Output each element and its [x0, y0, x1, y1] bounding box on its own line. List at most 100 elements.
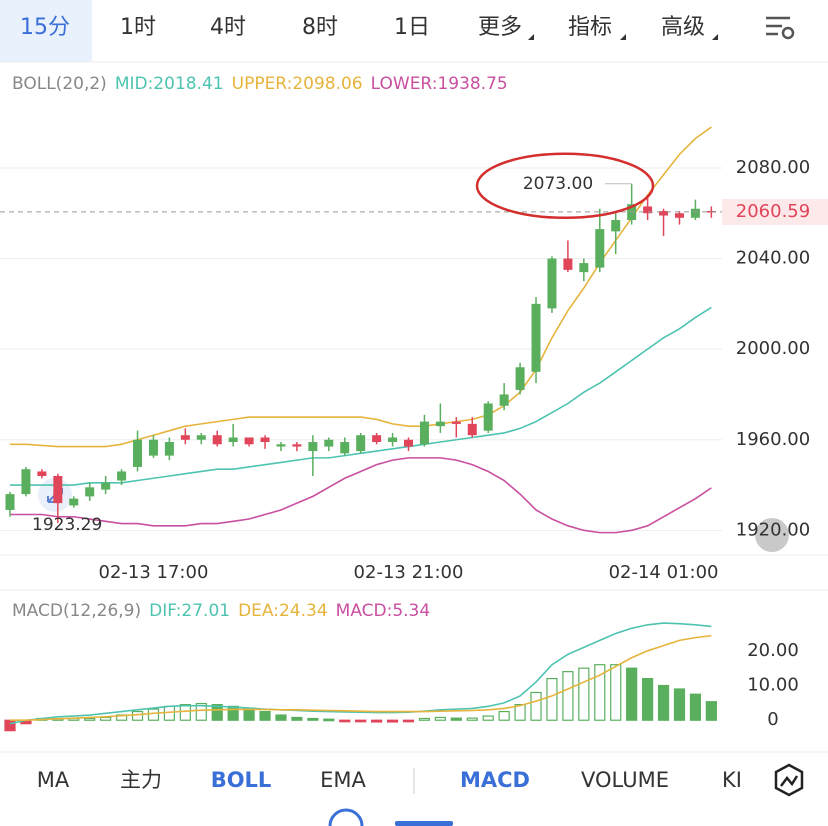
- candle-body: [324, 439, 334, 447]
- boll-lower: [10, 457, 712, 534]
- macd-bar: [578, 667, 590, 721]
- indicator-tab[interactable]: VOLUME: [581, 768, 669, 792]
- tab[interactable]: 4时: [210, 15, 246, 40]
- macd-bar: [131, 710, 144, 721]
- candle-body: [611, 220, 621, 232]
- macd-bar: [323, 718, 335, 722]
- macd-bar: [450, 717, 462, 721]
- candle-body: [196, 435, 206, 440]
- tab[interactable]: 1时: [120, 15, 156, 40]
- indicator-value: DIF:27.01: [149, 601, 230, 621]
- indicator-tab[interactable]: MACD: [460, 768, 530, 792]
- candle-body: [435, 421, 445, 427]
- y-tick-label: 20.00: [747, 640, 799, 661]
- candle-body: [563, 258, 573, 270]
- indicator-value: MACD(12,26,9): [12, 601, 141, 621]
- macd-bar: [386, 719, 399, 723]
- macd-bar: [546, 677, 558, 721]
- candle-body: [148, 439, 158, 456]
- tab[interactable]: 指标: [568, 15, 612, 40]
- x-tick-label: 02-14 01:00: [609, 562, 719, 583]
- macd-bar: [195, 702, 207, 721]
- tab[interactable]: 1日: [394, 15, 430, 40]
- macd-bar: [259, 710, 271, 721]
- candle-body: [372, 435, 382, 443]
- candle-body: [85, 487, 95, 497]
- indicator-value: LOWER:1938.75: [371, 74, 508, 94]
- tab[interactable]: 更多: [478, 15, 522, 40]
- macd-bar: [689, 693, 702, 721]
- annotation-circle: [475, 152, 655, 220]
- macd-bar: [275, 714, 287, 721]
- macd-bar: [418, 717, 431, 721]
- y-tick-label: 2000.00: [736, 338, 810, 359]
- chart-icon[interactable]: [774, 763, 804, 797]
- macd-bar: [626, 667, 638, 721]
- candle-body: [260, 437, 270, 443]
- macd-bar: [227, 705, 239, 721]
- indicator-tab[interactable]: EMA: [320, 768, 366, 792]
- macd-bar: [530, 691, 542, 721]
- candle-body: [690, 208, 700, 218]
- candle-body: [674, 213, 684, 218]
- candle-body: [483, 403, 493, 431]
- x-tick-label: 02-13 17:00: [99, 562, 209, 583]
- macd-bar: [163, 705, 175, 721]
- settings-icon[interactable]: [766, 16, 795, 40]
- candle-body: [5, 494, 15, 510]
- macd-bar: [84, 717, 96, 721]
- y-tick-label: 1960.00: [736, 429, 810, 450]
- indicator-value: UPPER:2098.06: [232, 74, 363, 94]
- macd-bar: [482, 715, 494, 721]
- indicator-value: MACD:5.34: [336, 601, 431, 621]
- macd-bar: [705, 701, 717, 721]
- dea-line: [10, 634, 712, 722]
- home-indicator: [395, 821, 453, 826]
- macd-bar: [673, 688, 686, 721]
- macd-bar: [211, 704, 223, 721]
- reset-button[interactable]: [755, 518, 789, 552]
- macd-bar: [307, 717, 319, 721]
- candle-body: [133, 439, 143, 467]
- macd-bar: [371, 719, 383, 723]
- candle-body: [659, 210, 669, 216]
- candle-body: [180, 435, 190, 440]
- indicator-tab[interactable]: 主力: [120, 768, 162, 792]
- candle-body: [595, 229, 605, 268]
- candle-body: [579, 263, 589, 273]
- macd-bar: [594, 664, 606, 721]
- macd-bar: [466, 717, 478, 721]
- y-tick-label: 0: [767, 709, 778, 730]
- candle-body: [547, 258, 557, 309]
- tab[interactable]: 8时: [302, 15, 338, 40]
- candle-body: [101, 482, 111, 490]
- y-tick-label: 2080.00: [736, 157, 810, 178]
- macd-bar: [339, 719, 351, 723]
- indicator-value: MID:2018.41: [115, 74, 224, 94]
- candle-body: [244, 437, 254, 445]
- tab[interactable]: 高级: [661, 15, 705, 40]
- candle-body: [419, 421, 429, 445]
- y-tick-label: 2040.00: [736, 248, 810, 269]
- indicator-tab[interactable]: KI: [722, 768, 742, 792]
- indicator-value: DEA:24.34: [238, 601, 328, 621]
- x-tick-label: 02-13 21:00: [354, 562, 464, 583]
- candle-body: [37, 471, 47, 476]
- candle-body: [643, 206, 653, 214]
- min-label: 1923.29: [32, 515, 102, 535]
- candle-body: [212, 435, 222, 445]
- macd-bar: [610, 664, 622, 721]
- tab[interactable]: 15分: [20, 15, 70, 40]
- indicator-tab[interactable]: BOLL: [211, 768, 272, 792]
- home-indicator: [328, 808, 364, 826]
- candle-body: [21, 469, 31, 495]
- candle-body: [499, 394, 509, 406]
- candle-body: [308, 442, 318, 452]
- candle-body: [53, 475, 63, 504]
- indicator-tab[interactable]: MA: [37, 768, 70, 792]
- dropdown-marks: [528, 34, 718, 40]
- macd-bar: [434, 716, 446, 721]
- macd-bar: [179, 704, 191, 721]
- boll-upper: [10, 126, 712, 448]
